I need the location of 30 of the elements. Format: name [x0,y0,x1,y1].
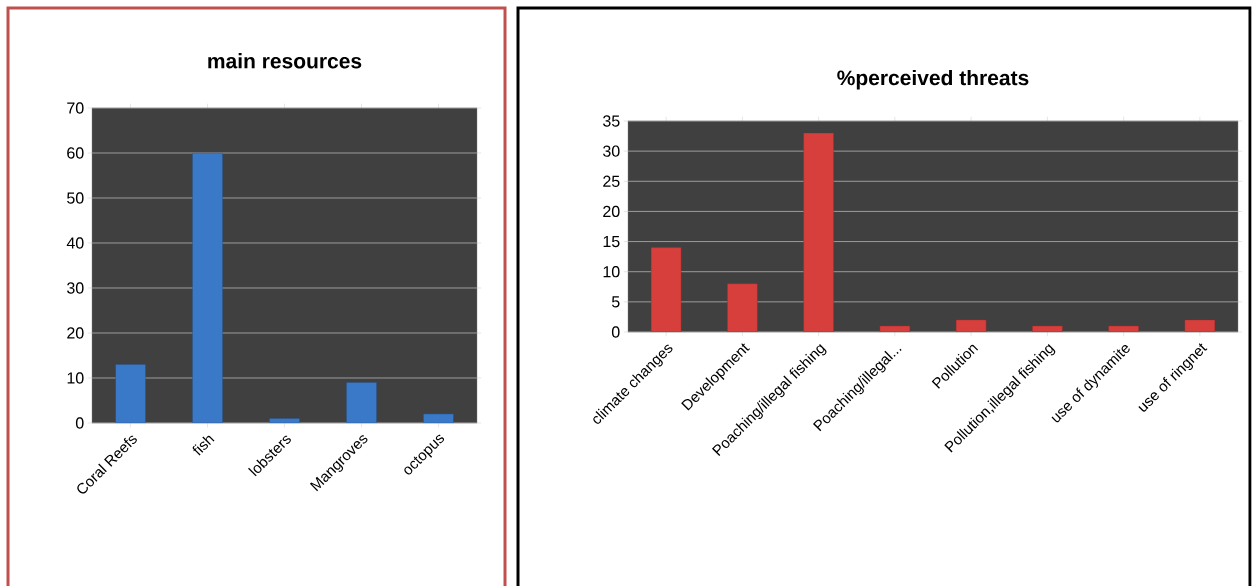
y-tick-label: 15 [603,235,620,248]
y-tick-label: 10 [603,266,620,278]
chart-title: main resources [208,53,362,69]
bar [115,364,146,423]
bar [650,247,682,332]
bar [1108,325,1139,332]
chart-title: %perceived threats [837,69,1029,90]
y-tick-label: 70 [67,102,84,114]
x-tick-label: fish [192,435,215,456]
bar [346,382,377,423]
y-tick-label: 30 [67,282,84,294]
bar [955,319,987,332]
y-tick-label: 5 [611,296,620,308]
y-tick-label: 0 [75,417,84,429]
y-tick-label: 30 [603,145,620,157]
bar [879,325,911,332]
y-tick-label: 35 [603,115,620,127]
bar [727,283,758,332]
y-tick-label: 10 [67,372,84,384]
y-tick-label: 20 [603,205,620,218]
y-tick-label: 50 [67,192,84,204]
y-tick-label: 40 [66,237,84,249]
bar [803,132,834,332]
bar [192,152,223,423]
y-tick-label: 60 [67,147,84,159]
bar [1032,325,1063,332]
y-tick-label: 0 [611,326,620,338]
y-tick-label: 25 [603,175,620,187]
y-tick-label: 20 [67,327,84,339]
bar [1184,319,1216,332]
